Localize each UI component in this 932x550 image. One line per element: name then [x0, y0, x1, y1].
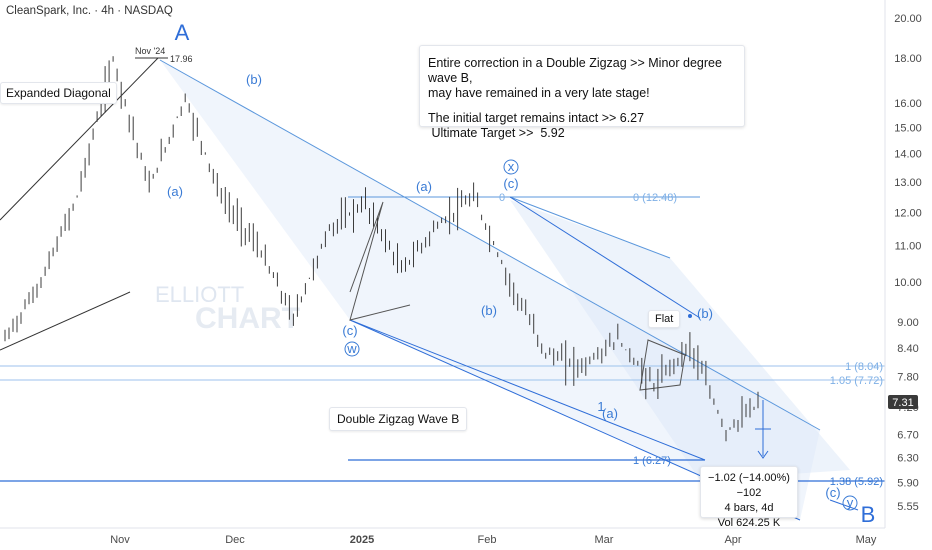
watermark-chart: CHART: [195, 302, 300, 335]
price-tick-0: 20.00: [894, 13, 922, 25]
wave-label-a2: (a): [416, 179, 432, 194]
note-spacer: [428, 101, 736, 111]
watermark-elliott: ELLIOTT: [155, 282, 244, 307]
wave-label-y: y: [847, 495, 854, 510]
channel-fill-inner: [510, 200, 850, 480]
fib-label-0: 0 (12.48): [633, 192, 677, 204]
chart-title: CleanSpark, Inc. · 4h · NASDAQ: [6, 5, 173, 17]
price-tick-4: 14.00: [894, 149, 922, 161]
wave-y-circle: [842, 495, 858, 511]
time-axis[interactable]: Nov Dec 2025 Feb Mar Apr May: [110, 534, 877, 546]
fib-label-1: 1 (8.04): [845, 361, 883, 373]
abc-triangle: [349, 201, 411, 321]
flat-label: Flat: [648, 310, 681, 328]
b3-point: [688, 314, 692, 318]
wave-label-c3: (c): [825, 485, 840, 500]
current-price-label: 7.31: [892, 397, 913, 409]
wave-x-circle: [503, 159, 519, 175]
flat-wedge: [639, 339, 686, 391]
time-tick-4: Mar: [595, 534, 614, 546]
one-mark: 1: [597, 399, 604, 414]
price-tick-6: 12.00: [894, 207, 922, 219]
price-tick-15: 5.90: [897, 478, 918, 490]
note-line-1: Entire correction in a Double Zigzag >> …: [428, 56, 722, 85]
wave-label-c-x: (c): [503, 176, 518, 191]
measure-change: −1.02 (−14.00%) −102: [708, 472, 790, 499]
measure-volume: Vol 624.25 K: [717, 517, 781, 529]
time-tick-5: Apr: [724, 534, 741, 546]
fib-label-105: 1.05 (7.72): [830, 375, 883, 387]
diagonal-upper: [0, 57, 159, 221]
wave-label-a1: (a): [167, 184, 183, 199]
wave-w-circle: [344, 341, 360, 357]
price-tick-16: 5.55: [897, 501, 918, 513]
price-series: [4, 56, 759, 442]
wave-label-a3: (a): [602, 406, 618, 421]
note-line-3: The initial target remains intact >> 6.2…: [428, 111, 645, 125]
price-axis[interactable]: 20.00 18.00 16.00 15.00 14.00 13.00 12.00 11.00…: [894, 13, 922, 513]
wave-label-b2: (b): [481, 303, 497, 318]
fib-label-627: 1 (6.27): [633, 455, 671, 467]
wave-label-x: x: [508, 159, 515, 174]
wave-label-B: B: [861, 502, 876, 527]
time-tick-3: Feb: [478, 534, 497, 546]
price-tick-7: 11.00: [895, 241, 922, 253]
wave-label-w: w: [346, 341, 357, 356]
note-line-2: may have remained in a very late stage!: [428, 86, 650, 100]
price-tick-9: 9.00: [897, 317, 918, 329]
measurement-box: −1.02 (−14.00%) −102 4 bars, 4d Vol 624.…: [700, 466, 798, 529]
high-date-label: Nov '24: [135, 46, 165, 56]
high-value-label: 17.96: [170, 54, 193, 64]
fib-label-138: 1.38 (5.92): [830, 476, 883, 488]
x-to-b-line: [509, 196, 701, 319]
price-tick-3: 15.00: [894, 122, 922, 134]
price-tick-8: 10.00: [894, 277, 922, 289]
channel-mid: [349, 319, 706, 461]
price-tick-2: 16.00: [894, 98, 922, 110]
note-line-4: Ultimate Target >> 5.92: [428, 126, 565, 140]
expanded-diagonal-label: Expanded Diagonal: [0, 82, 117, 104]
price-tick-13: 6.70: [897, 429, 918, 441]
zero-mark: 0: [499, 192, 505, 204]
wave-label-b3: (b): [697, 306, 713, 321]
current-price-box: [888, 395, 918, 409]
price-tick-1: 18.00: [894, 53, 922, 65]
time-tick-2: 2025: [350, 534, 374, 546]
diagonal-lower: [0, 291, 131, 351]
wave-label-b1: (b): [246, 72, 262, 87]
price-tick-5: 13.00: [894, 177, 922, 189]
time-tick-0: Nov: [110, 534, 130, 546]
x-trendline: [509, 196, 671, 259]
measure-bars: 4 bars, 4d: [724, 502, 774, 514]
double-zigzag-label: Double Zigzag Wave B: [329, 407, 468, 431]
measure-arrow-head: [757, 450, 769, 459]
analysis-note: Entire correction in a Double Zigzag >> …: [419, 45, 745, 140]
price-tick-14: 6.30: [897, 453, 918, 465]
wave-label-A: A: [175, 20, 190, 45]
wave-label-c2: (c): [342, 323, 357, 338]
c-to-b-line: [829, 499, 859, 511]
time-tick-6: May: [856, 534, 877, 546]
price-tick-10: 8.40: [897, 343, 918, 355]
time-tick-1: Dec: [225, 534, 245, 546]
price-tick-11: 7.80: [897, 371, 918, 383]
